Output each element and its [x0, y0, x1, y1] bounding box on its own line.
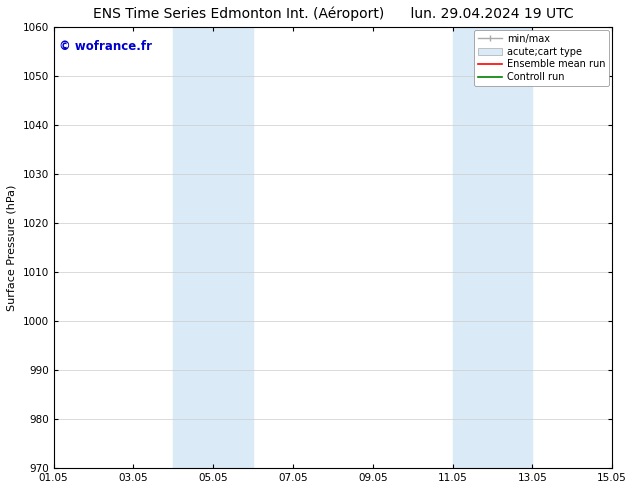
Bar	[173, 27, 253, 468]
Bar	[453, 27, 533, 468]
Text: © wofrance.fr: © wofrance.fr	[59, 40, 152, 53]
Title: ENS Time Series Edmonton Int. (Aéroport)      lun. 29.04.2024 19 UTC: ENS Time Series Edmonton Int. (Aéroport)…	[93, 7, 573, 22]
Legend: min/max, acute;cart type, Ensemble mean run, Controll run: min/max, acute;cart type, Ensemble mean …	[474, 30, 609, 86]
Y-axis label: Surface Pressure (hPa): Surface Pressure (hPa)	[7, 184, 17, 311]
